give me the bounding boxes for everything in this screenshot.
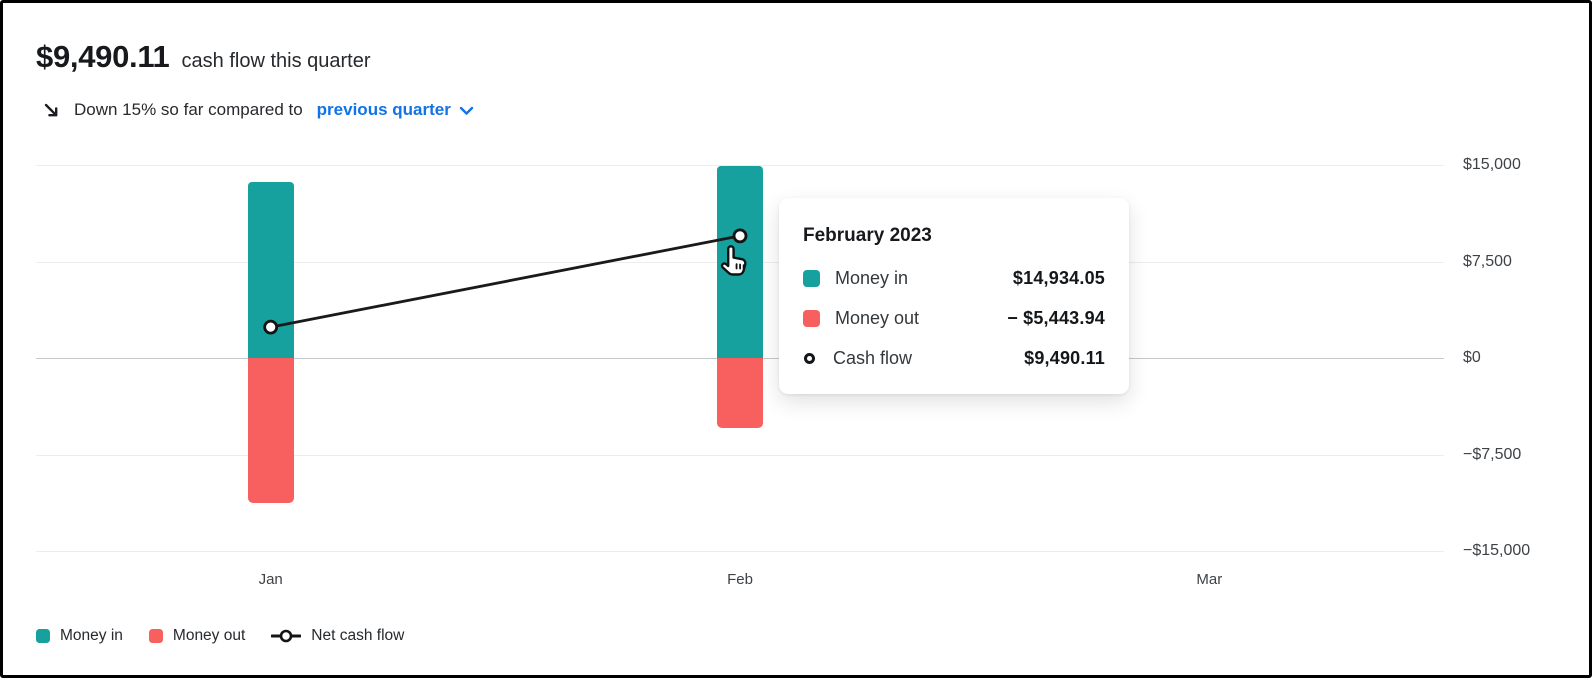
y-axis-label: $0 [1463, 349, 1481, 366]
y-axis-label: $15,000 [1463, 156, 1521, 173]
cash-flow-ring-icon [804, 353, 815, 364]
x-axis-label: Feb [727, 571, 753, 588]
gridline [36, 551, 1444, 552]
legend-item-money-in[interactable]: Money in [36, 627, 123, 645]
previous-quarter-link[interactable]: previous quarter [317, 100, 474, 120]
y-axis-label: −$15,000 [1463, 542, 1531, 559]
legend-label: Money in [60, 627, 123, 644]
money-out-swatch [148, 629, 163, 643]
chart-legend: Money in Money out Net cash flow [36, 627, 404, 645]
legend-label: Net cash flow [311, 627, 405, 644]
chevron-down-icon [459, 106, 474, 116]
gridline [36, 165, 1444, 166]
tooltip-row-label: Money out [835, 308, 920, 328]
money-out-swatch [803, 310, 820, 327]
y-axis-label: $7,500 [1463, 252, 1512, 270]
tooltip-row-value: $14,934.05 [1012, 268, 1105, 288]
trend-line: Down 15% so far compared to previous qua… [43, 100, 474, 120]
money-out-bar[interactable] [247, 358, 294, 504]
x-axis-label: Mar [1196, 571, 1223, 588]
x-axis-label: Jan [258, 571, 283, 588]
y-axis-label: −$7,500 [1463, 445, 1522, 463]
cash-flow-caption: cash flow this quarter [181, 50, 371, 72]
net-cash-flow-line-icon [271, 629, 302, 643]
trend-text: Down 15% so far compared to [74, 100, 303, 119]
money-in-bar[interactable] [717, 165, 763, 358]
gridline [36, 454, 1444, 456]
tooltip-row-label: Money in [835, 268, 909, 288]
tooltip-row-label: Cash flow [833, 348, 913, 368]
tooltip-title: February 2023 [803, 225, 932, 246]
money-in-swatch [803, 270, 820, 287]
legend-item-money-out[interactable]: Money out [148, 627, 246, 645]
tooltip-row: Cash flow $9,490.11 [803, 348, 1105, 369]
chart-tooltip: February 2023 Money in $14,934.05 Money ou… [779, 198, 1129, 394]
tooltip-row-value: − $5,443.94 [1007, 308, 1105, 328]
tooltip-row-value: $9,490.11 [1024, 348, 1105, 368]
legend-item-net-cash-flow[interactable]: Net cash flow [271, 627, 404, 645]
money-in-bar[interactable] [247, 181, 294, 358]
cash-flow-amount: $9,490.11 [36, 39, 170, 74]
tooltip-row: Money in $14,934.05 [803, 268, 1105, 289]
tooltip-row: Money out − $5,443.94 [803, 308, 1105, 329]
legend-label: Money out [172, 627, 246, 644]
money-out-bar[interactable] [717, 358, 763, 428]
money-in-swatch [36, 629, 50, 643]
header: $9,490.11 cash flow this quarter [36, 39, 371, 75]
arrow-down-right-icon [43, 102, 60, 119]
